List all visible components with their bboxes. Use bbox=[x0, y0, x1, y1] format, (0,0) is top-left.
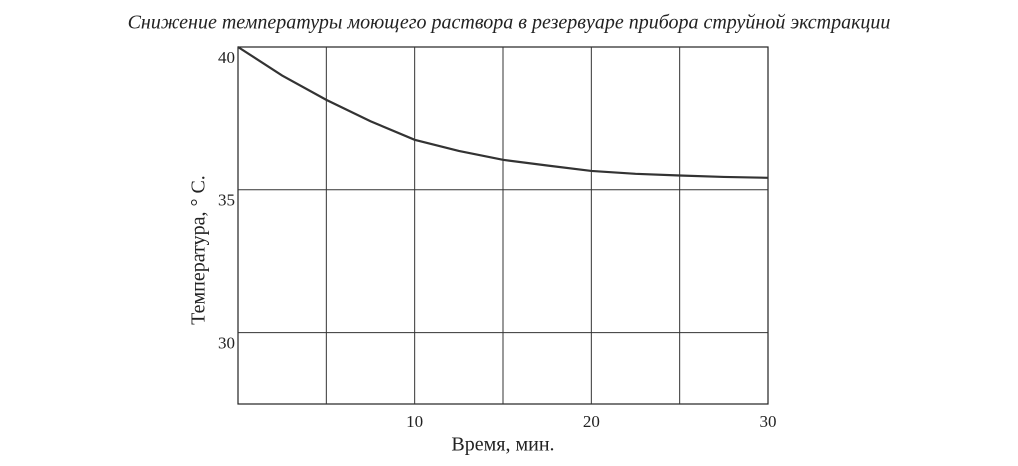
y-tick-label: 30 bbox=[218, 334, 235, 353]
y-tick-label: 40 bbox=[218, 48, 235, 67]
x-tick-label: 10 bbox=[406, 412, 423, 431]
x-tick-label: 20 bbox=[583, 412, 600, 431]
x-tick-label: 30 bbox=[760, 412, 777, 431]
x-axis-label: Время, мин. bbox=[451, 434, 554, 456]
y-tick-label: 35 bbox=[218, 191, 235, 210]
y-axis-label: Температура, ° С. bbox=[188, 175, 210, 325]
line-series bbox=[237, 46, 769, 179]
chart-title: Снижение температуры моющего раствора в … bbox=[128, 12, 891, 34]
